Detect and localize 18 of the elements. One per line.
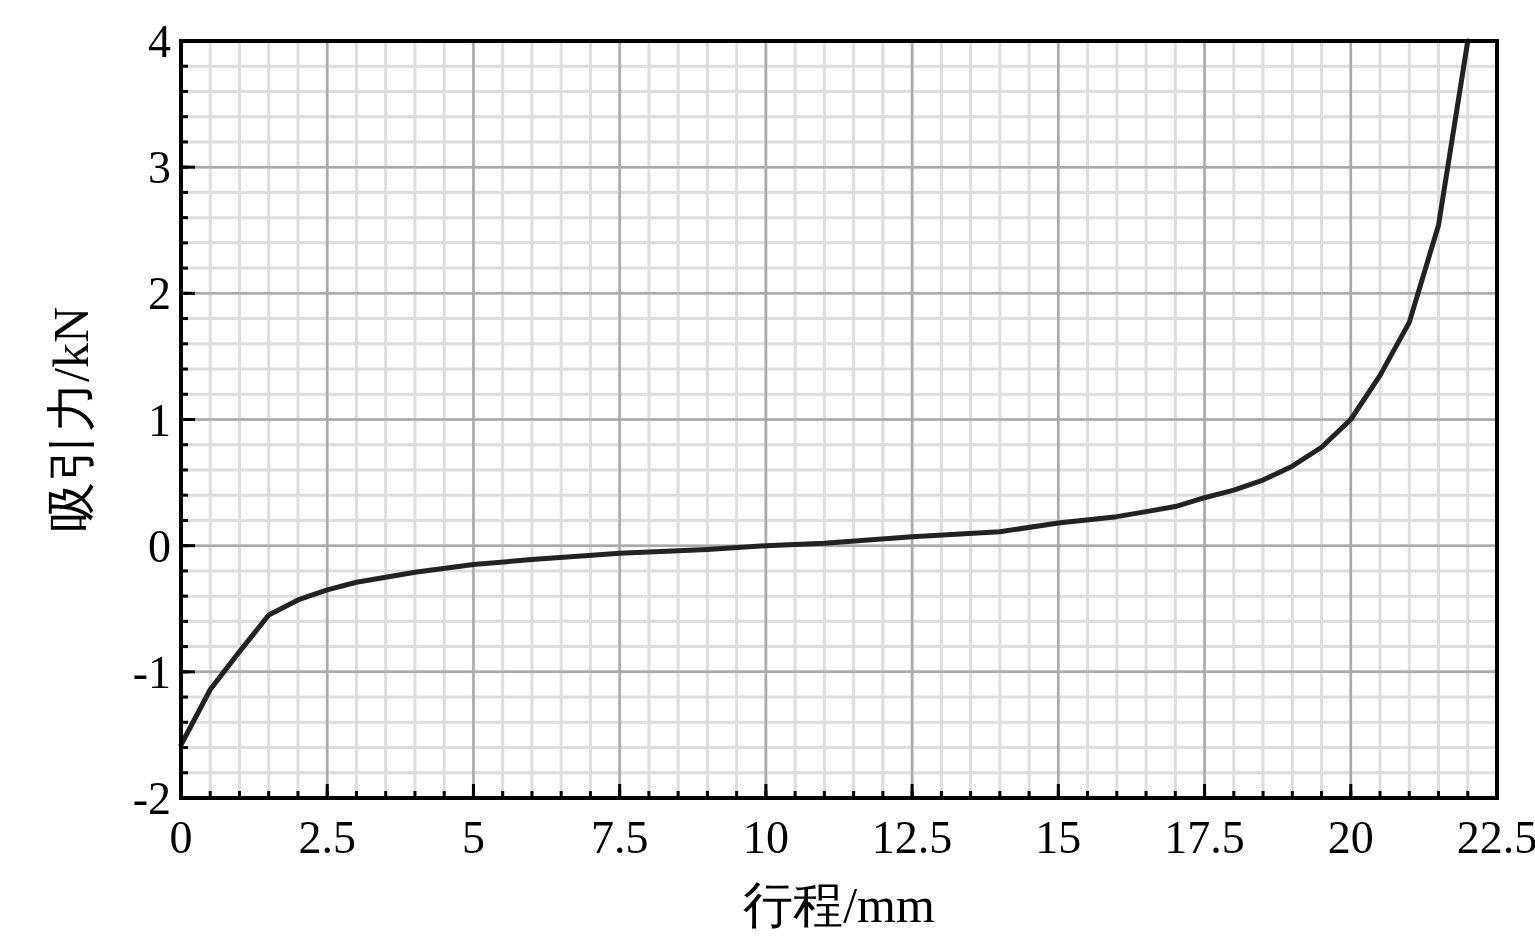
y-tick-label: 2 bbox=[148, 268, 171, 320]
x-axis-title: 行程/mm bbox=[743, 877, 935, 933]
x-tick-label: 20 bbox=[1327, 812, 1374, 863]
x-tick-label: 12.5 bbox=[871, 812, 953, 863]
y-tick-label: 1 bbox=[148, 394, 171, 446]
x-tick-label: 2.5 bbox=[298, 812, 356, 863]
y-tick-label: 4 bbox=[148, 16, 171, 67]
x-tick-label: 5 bbox=[461, 812, 485, 863]
y-tick-label: -1 bbox=[132, 646, 171, 698]
x-tick-label: 7.5 bbox=[590, 812, 649, 863]
y-tick-label: 0 bbox=[148, 520, 171, 572]
y-tick-label: -2 bbox=[132, 773, 171, 824]
x-tick-label: 17.5 bbox=[1164, 812, 1245, 863]
x-tick-label: 15 bbox=[1035, 812, 1082, 863]
x-tick-label: 22.5 bbox=[1456, 812, 1535, 863]
y-tick-label: 3 bbox=[148, 142, 171, 194]
x-tick-label: 10 bbox=[742, 812, 789, 863]
y-axis-title: 吸引力/kN bbox=[43, 307, 99, 532]
